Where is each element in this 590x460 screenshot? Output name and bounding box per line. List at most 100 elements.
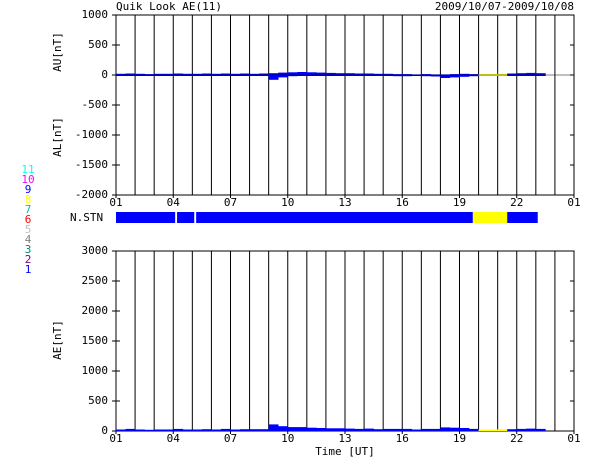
bar	[173, 73, 184, 75]
y-tick-label: 1000	[82, 8, 109, 21]
x-tick-label: 01	[567, 432, 580, 445]
station-legend: 5	[25, 223, 32, 236]
y-tick-label: 0	[101, 424, 108, 437]
bar	[182, 75, 193, 76]
station-legend: 11	[21, 163, 34, 176]
bar	[430, 75, 441, 77]
bar	[316, 428, 327, 431]
bar	[154, 73, 165, 75]
station-legend: 2	[25, 253, 32, 266]
station-legend: 1	[25, 263, 32, 276]
bar	[535, 75, 546, 76]
bar	[249, 73, 260, 75]
station-legend: 10	[21, 173, 34, 186]
bar	[240, 75, 250, 76]
x-tick-label: 01	[567, 196, 580, 209]
bar	[392, 428, 403, 431]
bar	[230, 429, 241, 431]
bar	[364, 428, 374, 431]
bar	[392, 75, 403, 77]
bar	[220, 73, 231, 75]
y-tick-label: 500	[88, 38, 108, 51]
bar	[211, 429, 222, 431]
bar	[421, 428, 432, 431]
bar	[488, 429, 498, 431]
bar	[144, 429, 155, 431]
chart-title: Quik Look AE(11)	[116, 0, 222, 13]
bar	[411, 429, 422, 431]
bar	[220, 75, 231, 76]
bar	[287, 72, 298, 75]
bar	[240, 429, 250, 431]
bar	[526, 75, 537, 76]
bar	[182, 429, 193, 431]
x-tick-label: 01	[109, 432, 122, 445]
bar	[135, 73, 145, 75]
bar	[173, 75, 184, 76]
bar	[325, 72, 336, 75]
x-tick-label: 19	[453, 432, 466, 445]
bar	[345, 73, 355, 75]
bar	[345, 428, 355, 431]
bar	[182, 73, 193, 75]
bar	[249, 75, 260, 76]
y-axis-label: AL[nT]	[51, 117, 64, 157]
bar	[354, 428, 365, 431]
x-tick-label: 13	[338, 432, 351, 445]
bar	[516, 428, 527, 431]
bar	[469, 74, 479, 76]
bar	[516, 75, 527, 76]
n-stn-label: N.STN	[70, 211, 103, 224]
bar	[163, 429, 174, 431]
x-tick-label: 01	[109, 196, 122, 209]
bar	[325, 75, 336, 76]
x-tick-label: 10	[281, 432, 294, 445]
bar	[278, 426, 289, 431]
y-tick-label: 0	[101, 68, 108, 81]
y-tick-label: -1500	[75, 158, 108, 171]
bar	[297, 72, 308, 75]
bar	[249, 429, 260, 431]
bar	[535, 428, 546, 431]
bar	[449, 75, 460, 78]
bar	[268, 75, 279, 80]
bar	[268, 424, 279, 431]
y-tick-label: 2000	[82, 304, 109, 317]
bar	[201, 73, 212, 75]
y-tick-label: 3000	[82, 244, 109, 257]
bar	[135, 75, 145, 76]
bar	[364, 75, 374, 76]
bar	[478, 429, 489, 431]
bar	[192, 73, 203, 75]
station-legend: 6	[25, 213, 32, 226]
bar	[192, 75, 203, 76]
bar	[306, 427, 317, 431]
bar	[230, 73, 241, 75]
bar	[392, 74, 403, 76]
bar	[421, 75, 432, 77]
bar	[383, 75, 394, 76]
bar	[526, 428, 537, 431]
bar	[421, 74, 432, 76]
bar	[144, 75, 155, 76]
bar	[373, 73, 384, 75]
bar	[240, 73, 250, 75]
bar	[278, 72, 289, 75]
bar	[354, 73, 365, 75]
x-tick-label: 04	[167, 196, 181, 209]
x-tick-label: 16	[396, 196, 409, 209]
bar	[459, 428, 470, 431]
bar	[278, 75, 289, 78]
bar	[526, 72, 537, 75]
bar	[230, 75, 241, 76]
y-tick-label: 500	[88, 394, 108, 407]
bar	[316, 72, 327, 75]
bar	[154, 429, 165, 431]
station-legend: 7	[25, 203, 32, 216]
station-legend: 9	[25, 183, 32, 196]
bar	[211, 73, 222, 75]
bar	[268, 73, 279, 75]
bar	[125, 75, 136, 76]
station-legend: 4	[25, 233, 32, 246]
x-axis-label: Time [UT]	[315, 445, 375, 458]
